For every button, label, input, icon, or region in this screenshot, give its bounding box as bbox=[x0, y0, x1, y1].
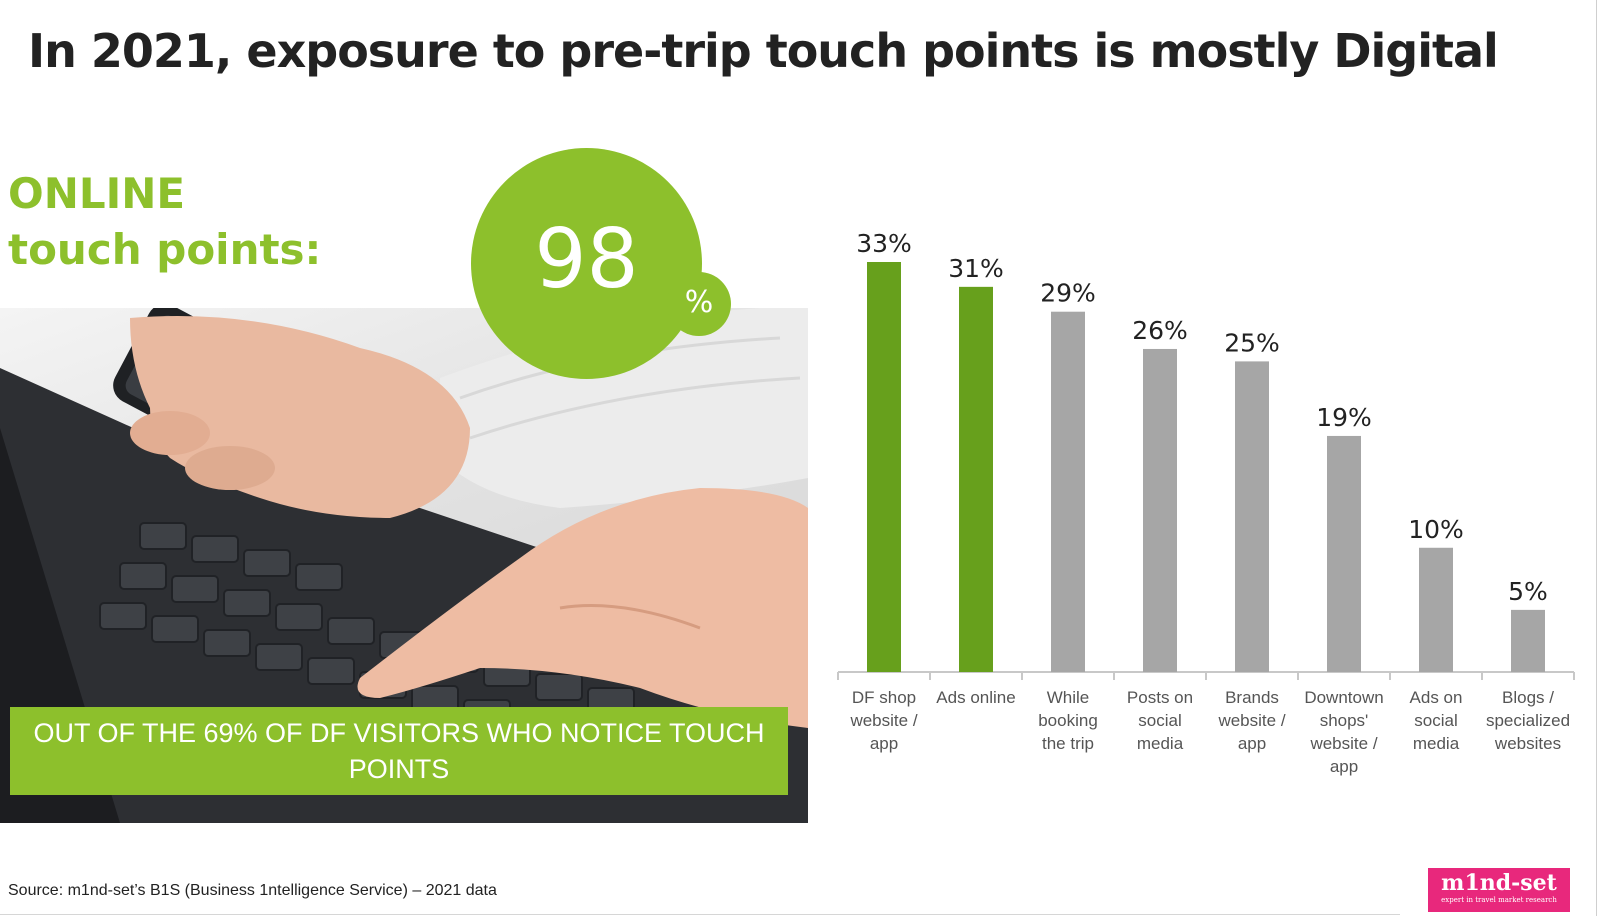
logo-name: m1nd-set bbox=[1441, 870, 1557, 896]
category-label-line: social bbox=[1138, 711, 1181, 730]
category-label-line: media bbox=[1137, 734, 1184, 753]
category-label-line: booking bbox=[1038, 711, 1098, 730]
category-label-4: Brands website / app bbox=[1217, 688, 1285, 753]
visitors-banner: OUT OF THE 69% OF DF VISITORS WHO NOTICE… bbox=[10, 707, 788, 795]
bar-6 bbox=[1419, 547, 1453, 672]
bar-3 bbox=[1143, 348, 1177, 672]
value-label-0: 33% bbox=[856, 229, 912, 258]
mind-set-logo: m1nd-set expert in travel market researc… bbox=[1428, 868, 1570, 912]
slide-title: In 2021, exposure to pre-trip touch poin… bbox=[28, 24, 1499, 78]
bar-5 bbox=[1327, 435, 1361, 672]
category-label-5: Downtown shops' website / app bbox=[1304, 688, 1383, 776]
category-label-line: app bbox=[870, 734, 898, 753]
category-label-line: While bbox=[1047, 688, 1090, 707]
bar-0 bbox=[867, 262, 901, 672]
bar-2 bbox=[1051, 311, 1085, 672]
value-label-3: 26% bbox=[1132, 316, 1188, 345]
category-label-line: websites bbox=[1494, 734, 1561, 753]
category-label-line: app bbox=[1238, 734, 1266, 753]
online-label-line1: ONLINE bbox=[8, 169, 186, 218]
highlight-unit: % bbox=[684, 285, 714, 320]
value-label-5: 19% bbox=[1316, 403, 1372, 432]
category-label-line: shops' bbox=[1320, 711, 1369, 730]
category-label-line: specialized bbox=[1486, 711, 1570, 730]
category-label-0: DF shop website / app bbox=[849, 688, 917, 753]
value-label-4: 25% bbox=[1224, 328, 1280, 357]
category-label-line: Blogs / bbox=[1502, 688, 1554, 707]
highlight-bubble bbox=[471, 148, 702, 379]
value-label-2: 29% bbox=[1040, 279, 1096, 308]
category-label-line: the trip bbox=[1042, 734, 1094, 753]
online-label-line2: touch points: bbox=[8, 225, 322, 274]
chart-canvas: 33% DF shop website / app 31% Ads online 29% Wh… bbox=[837, 229, 1575, 776]
bar-1 bbox=[959, 286, 993, 672]
online-touch-points-label: ONLINE touch points: bbox=[8, 166, 321, 278]
category-label-line: Ads online bbox=[936, 688, 1015, 707]
category-label-line: app bbox=[1330, 757, 1358, 776]
source-note: Source: m1nd-set’s B1S (Business 1ntelli… bbox=[8, 882, 497, 899]
category-label-7: Blogs / specialized websites bbox=[1486, 688, 1570, 753]
value-label-6: 10% bbox=[1408, 515, 1464, 544]
logo-tagline: expert in travel market research bbox=[1441, 896, 1557, 904]
category-label-line: website / bbox=[849, 711, 917, 730]
highlight-value: 98 bbox=[534, 212, 639, 307]
category-label-line: social bbox=[1414, 711, 1457, 730]
value-label-1: 31% bbox=[948, 254, 1004, 283]
bar-4 bbox=[1235, 361, 1269, 672]
category-label-3: Posts on social media bbox=[1127, 688, 1193, 753]
category-label-6: Ads on social media bbox=[1410, 688, 1463, 753]
category-label-line: DF shop bbox=[852, 688, 916, 707]
category-label-line: media bbox=[1413, 734, 1460, 753]
bar-7 bbox=[1511, 609, 1545, 672]
category-label-2: While booking the trip bbox=[1038, 688, 1098, 753]
category-label-line: website / bbox=[1309, 734, 1377, 753]
category-label-line: website / bbox=[1217, 711, 1285, 730]
touch-points-bar-chart: 33% DF shop website / app 31% Ads online 29% Wh… bbox=[820, 200, 1580, 800]
value-label-7: 5% bbox=[1508, 577, 1548, 606]
category-label-1: Ads online bbox=[936, 688, 1015, 707]
category-label-line: Brands bbox=[1225, 688, 1279, 707]
highlight-unit-bubble bbox=[667, 272, 731, 336]
slide-border-bottom bbox=[0, 914, 1400, 915]
slide-border-right bbox=[1596, 0, 1597, 916]
category-label-line: Downtown bbox=[1304, 688, 1383, 707]
category-label-line: Posts on bbox=[1127, 688, 1193, 707]
category-label-line: Ads on bbox=[1410, 688, 1463, 707]
